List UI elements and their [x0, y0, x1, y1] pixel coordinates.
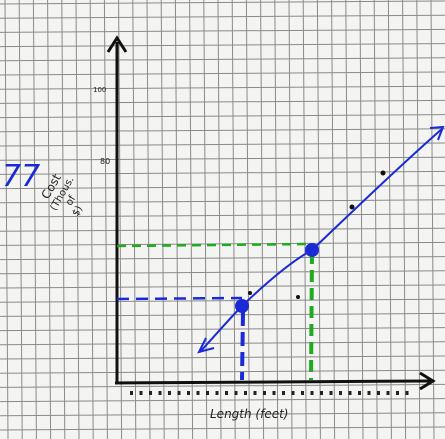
x-tick-scribble: [349, 391, 352, 395]
x-tick-scribble: [339, 391, 342, 395]
x-tick-scribble: [149, 391, 152, 395]
x-tick-scribble: [358, 391, 361, 395]
x-tick-scribble: [311, 391, 314, 395]
y-tick-label: 80: [100, 157, 110, 166]
data-point: [381, 171, 386, 176]
data-point: [296, 295, 300, 299]
y-tick-label: 100: [93, 86, 106, 94]
x-tick-scribble: [368, 391, 371, 395]
x-tick-scribble: [282, 391, 285, 395]
x-axis: [115, 381, 430, 383]
x-tick-scribble: [130, 391, 133, 395]
x-tick-scribble: [254, 391, 257, 395]
x-tick-scribble: [235, 391, 238, 395]
x-tick-scribble: [206, 391, 209, 395]
highlight-point: [305, 243, 319, 257]
x-tick-scribble: [377, 391, 380, 395]
x-tick-scribble: [187, 391, 190, 395]
x-tick-scribble: [197, 391, 200, 395]
x-tick-scribble: [159, 391, 162, 395]
x-axis-label: Length (feet): [210, 407, 288, 421]
x-tick-scribble: [178, 391, 181, 395]
data-point: [350, 205, 355, 210]
x-tick-scribble: [292, 391, 295, 395]
graph-paper: 77 Cost (Thous. of $) 100 80 Length (fee…: [0, 0, 445, 439]
x-tick-scribble: [301, 391, 304, 395]
x-tick-scribble: [168, 391, 171, 395]
x-tick-scribble: [216, 391, 219, 395]
x-tick-scribble: [263, 391, 266, 395]
x-tick-scribble: [330, 391, 333, 395]
x-tick-scribble: [140, 391, 143, 395]
x-tick-scribble: [406, 391, 409, 395]
x-tick-scribble: [273, 391, 276, 395]
green-guide-v: [311, 252, 312, 380]
x-tick-scribble: [225, 391, 228, 395]
x-tick-scribble: [320, 391, 323, 395]
x-tick-scribble: [387, 391, 390, 395]
annotation: 77: [2, 159, 40, 194]
highlight-point: [235, 299, 249, 313]
data-point: [248, 291, 252, 295]
x-tick-scribble: [396, 391, 399, 395]
x-tick-scribble: [244, 391, 247, 395]
